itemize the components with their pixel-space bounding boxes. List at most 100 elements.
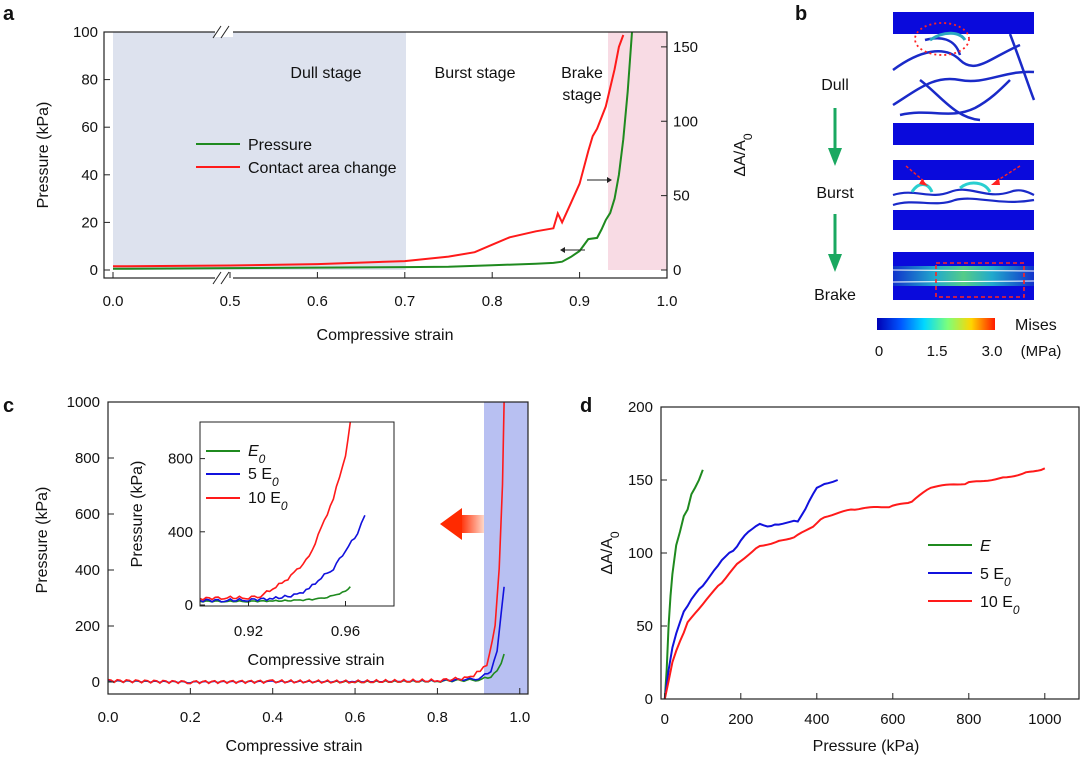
a-y-tick-label: 100	[73, 24, 98, 41]
d-x-tick-label: 400	[804, 711, 829, 728]
panel-c-frame	[107, 401, 529, 695]
a-x-tick-label: 0.7	[394, 293, 415, 310]
inset-legend-10e0: 10 E0	[248, 490, 288, 513]
zoom-arrow	[440, 508, 484, 540]
a-x-tick-label: 0.0	[103, 293, 124, 310]
inset-legend-5e0: 5 E0	[248, 466, 279, 489]
colorbar-title: Mises	[1015, 317, 1057, 334]
series-contact-area-line	[112, 34, 625, 268]
brake-stage-shade	[608, 32, 667, 270]
inset-y-label: Pressure (kPa)	[129, 461, 146, 568]
colorbar-tick-0: 0	[875, 343, 883, 360]
a-y-tick-label: 20	[81, 214, 98, 231]
panel-a-y2-label-sub: 0	[741, 133, 755, 140]
inset-legend-e0-main: E	[248, 443, 259, 460]
stage-dull: Dull stage	[290, 65, 361, 82]
c-y-tick-label: 800	[75, 450, 100, 467]
legend-d-5e0: 5 E0	[980, 566, 1011, 589]
mises-colorbar	[877, 318, 995, 330]
a-x-tick-label: 0.9	[569, 293, 590, 310]
c-y-tick-label: 1000	[67, 394, 100, 411]
panel-a-y2-label-main: ΔA/A	[732, 140, 749, 177]
legend-d-e: E	[980, 538, 991, 555]
axis-break-bottom	[212, 271, 233, 285]
d-y-tick-label: 0	[645, 691, 653, 708]
axis-arrow-left	[560, 247, 585, 253]
axis-break-top	[212, 25, 233, 39]
legend-d-5e0-main: 5 E	[980, 566, 1004, 583]
panel-a-y-ticks: 0 20 40 60 80 100	[73, 24, 110, 279]
a-y-tick-label: 60	[81, 119, 98, 136]
c-x-tick-label: 0.8	[427, 709, 448, 726]
legend-d-5e0-sub: 0	[1004, 575, 1011, 589]
series-10e0-line	[107, 401, 505, 685]
d-y-tick-label: 150	[628, 472, 653, 489]
panel-c-y-ticks: 0 200 400 600 800 1000	[67, 394, 114, 691]
c-x-tick-label: 0.0	[98, 709, 119, 726]
c-x-tick-label: 0.6	[345, 709, 366, 726]
panel-c-y-label: Pressure (kPa)	[34, 487, 51, 594]
c-x-tick-label: 1.0	[509, 709, 530, 726]
inset-y-tick-label: 0	[185, 597, 193, 614]
green-arrow-1	[828, 108, 842, 166]
legend-a-pressure: Pressure	[248, 137, 312, 154]
panel-d-y-label-sub: 0	[608, 531, 622, 538]
panel-a-x-ticks: 0.0 0.5 0.6 0.7 0.8 0.9 1.0	[103, 272, 678, 310]
d-x-tick-label: 0	[661, 711, 669, 728]
panel-a-y2-ticks: 0 50 100 150	[661, 39, 698, 279]
panel-a-y2-label: ΔA/A0	[732, 133, 755, 176]
inset-legend-5e0-main: 5 E	[248, 466, 272, 483]
panel-c-series	[107, 401, 505, 685]
colorbar-tick-2: 3.0	[982, 343, 1003, 360]
panel-label-b: b	[795, 3, 807, 25]
sim-brake-image	[892, 252, 1035, 300]
d-x-tick-label: 1000	[1028, 711, 1061, 728]
panel-d-frame	[660, 406, 1080, 700]
inset-legend-10e0-main: 10 E	[248, 490, 281, 507]
inset-y-tick-label: 400	[168, 524, 193, 541]
a-y2-tick-label: 150	[673, 39, 698, 56]
sim-dull-image	[892, 12, 1036, 145]
legend-a-contact: Contact area change	[248, 160, 397, 177]
d-x-tick-label: 600	[880, 711, 905, 728]
stage-burst: Burst stage	[435, 65, 516, 82]
c-x-tick-label: 0.2	[180, 709, 201, 726]
c-y-tick-label: 400	[75, 562, 100, 579]
panel-d-x-ticks: 0 200 400 600 800 1000	[661, 693, 1061, 728]
d-y-tick-label: 50	[636, 618, 653, 635]
d-series-10e0-line	[663, 467, 1046, 700]
legend-d-10e0-main: 10 E	[980, 594, 1013, 611]
series-pressure-line	[112, 31, 633, 270]
inset-x-label: Compressive strain	[248, 652, 385, 669]
d-x-tick-label: 200	[728, 711, 753, 728]
legend-d-10e0-sub: 0	[1013, 603, 1020, 617]
panel-d-y-label: ΔA/A0	[599, 531, 622, 574]
sim-label-dull: Dull	[821, 77, 849, 94]
stage-brake-line1: Brake	[561, 65, 603, 82]
sim-label-burst: Burst	[816, 185, 854, 202]
inset-legend-e0-sub: 0	[259, 452, 266, 466]
c-x-tick-label: 0.4	[262, 709, 283, 726]
stage-brake-line2: stage	[562, 87, 601, 104]
sim-burst-image	[892, 160, 1035, 230]
a-x-tick-label: 1.0	[657, 293, 678, 310]
panel-d-y-label-main: ΔA/A	[599, 538, 616, 575]
inset-x-tick-label: 0.96	[331, 623, 360, 640]
panel-a-frame	[103, 31, 668, 279]
d-y-tick-label: 200	[628, 399, 653, 416]
panel-a-x-label: Compressive strain	[317, 327, 454, 344]
inset-frame	[199, 421, 395, 607]
inset-legend-e0: E0	[248, 443, 266, 466]
panel-d: d 0 200 400 600 800 1000 0 50 100 150 200 Pressur…	[580, 395, 1080, 755]
a-y2-tick-label: 100	[673, 113, 698, 130]
d-series-e-line	[663, 469, 704, 699]
a-y-tick-label: 40	[81, 167, 98, 184]
a-y-tick-label: 80	[81, 72, 98, 89]
a-x-tick-label: 0.6	[307, 293, 328, 310]
inset-legend-10e0-sub: 0	[281, 499, 288, 513]
panel-label-c: c	[3, 395, 14, 417]
inset-x-ticks: 0.92 0.96	[234, 601, 360, 640]
a-x-tick-label: 0.8	[482, 293, 503, 310]
a-y2-tick-label: 0	[673, 262, 681, 279]
